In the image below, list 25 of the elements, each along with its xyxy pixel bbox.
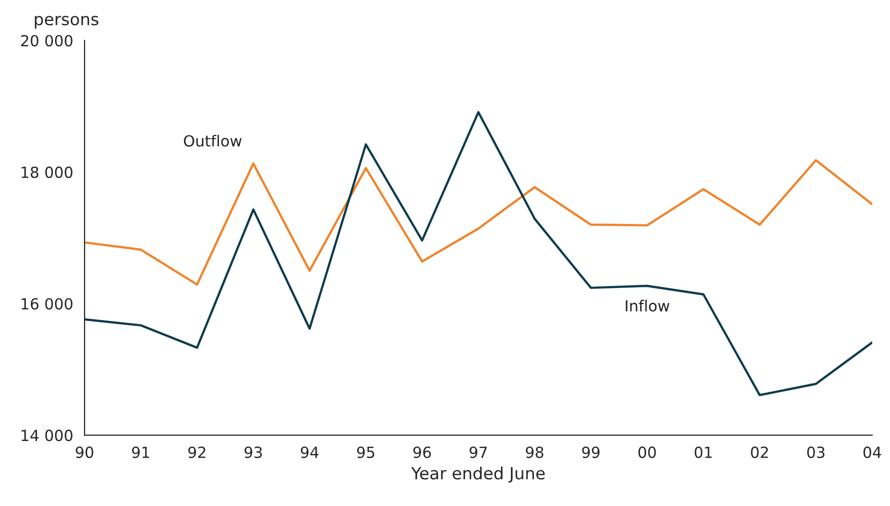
y-tick-label: 18 000 (22, 166, 72, 178)
line-series (84, 159, 872, 286)
x-tick-label: 02 (750, 446, 768, 458)
x-axis-title: Year ended June (411, 466, 545, 483)
x-tick-label: 04 (863, 446, 882, 458)
y-tick-label: 16 000 (22, 298, 72, 310)
x-tick-label: 99 (582, 446, 600, 458)
x-tick-label: 00 (638, 446, 656, 458)
x-tick-label: 01 (694, 446, 712, 458)
x-tick-label: 91 (132, 446, 150, 458)
y-tick-label: 14 000 (22, 430, 72, 442)
x-tick-label: 97 (470, 446, 487, 458)
x-tick-label: 96 (413, 446, 431, 458)
line-series (84, 111, 872, 396)
series-label: Inflow (626, 300, 670, 312)
x-tick-label: 95 (357, 446, 374, 458)
x-tick-label: 90 (76, 446, 94, 458)
x-tick-label: 92 (188, 446, 206, 458)
x-tick-label: 93 (244, 446, 262, 458)
x-tick-label: 98 (526, 446, 544, 458)
x-tick-label: 94 (300, 446, 318, 458)
y-axis-title: persons (34, 16, 98, 29)
y-tick-label: 20 000 (21, 34, 72, 46)
x-tick-label: 03 (807, 446, 824, 458)
series-label: Outflow (184, 134, 242, 147)
